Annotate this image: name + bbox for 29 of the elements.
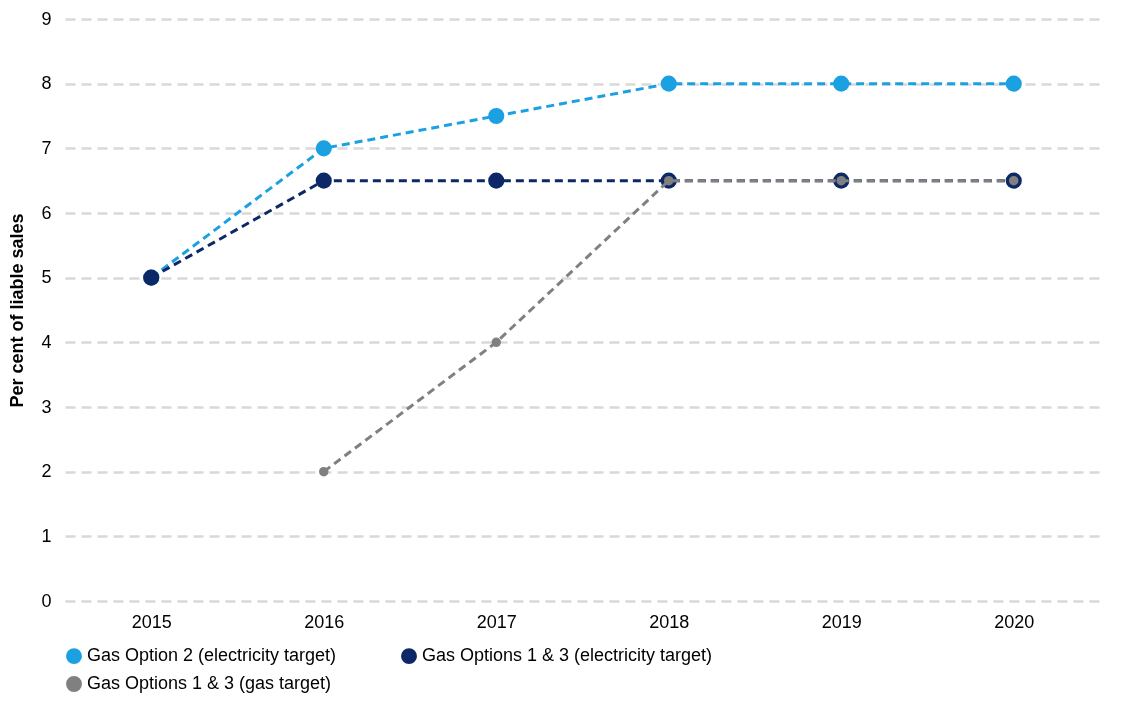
x-tick-label: 2018 (649, 611, 690, 632)
point (660, 75, 677, 92)
y-tick-label: 7 (41, 137, 52, 158)
legend-label: Gas Options 1 & 3 (gas target) (87, 673, 332, 693)
y-tick-label: 4 (41, 331, 52, 352)
y-axis-title: Per cent of liable sales (7, 213, 28, 408)
x-tick-label: 2019 (821, 611, 862, 632)
point (488, 172, 505, 189)
y-tick-label: 6 (41, 202, 52, 223)
y-tick-label: 5 (41, 267, 52, 288)
x-tick-label: 2015 (131, 611, 172, 632)
y-tick-label: 9 (41, 8, 52, 29)
point (833, 75, 850, 92)
x-tick-label: 2017 (476, 611, 517, 632)
x-tick-label: 2020 (994, 611, 1035, 632)
y-tick-label: 0 (41, 590, 52, 611)
legend-label: Gas Options 1 & 3 (electricity target) (422, 645, 713, 666)
y-tick-label: 8 (41, 73, 52, 94)
x-tick-label: 2016 (304, 611, 345, 632)
legend-label: Gas Option 2 (electricity target) (87, 645, 337, 666)
y-tick-label: 2 (41, 461, 52, 482)
point (491, 337, 501, 348)
point (319, 466, 329, 477)
point (315, 172, 332, 189)
y-tick-label: 3 (41, 396, 52, 417)
point (1005, 75, 1022, 92)
point (315, 140, 332, 157)
point (488, 107, 505, 125)
y-tick-label: 1 (41, 525, 52, 546)
